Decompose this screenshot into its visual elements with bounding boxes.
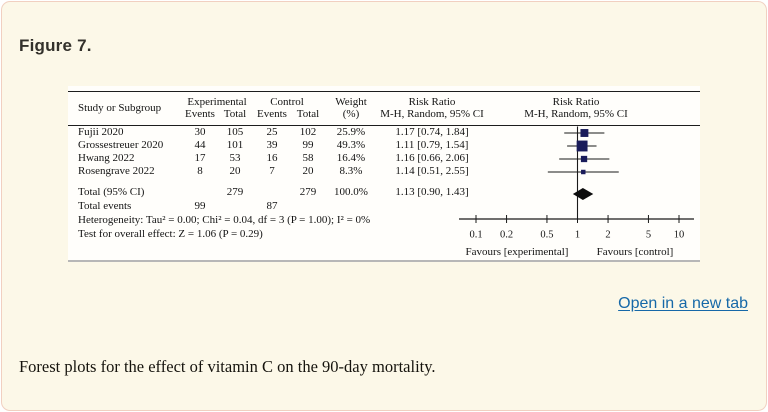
axis-tick-label: 0.5 — [540, 230, 553, 241]
exp-total-cell: 53 — [229, 152, 241, 164]
total-ctrl-total-cell: 279 — [299, 186, 317, 198]
forest-plot-canvas: 0.1 0.2 0.5 1 2 5 10 — [459, 126, 694, 241]
rr-ci-cell: 1.16 [0.66, 2.06] — [395, 152, 469, 164]
effect-square — [576, 140, 588, 152]
axis-tick-label: 10 — [674, 230, 685, 241]
study-name-cell: Grossestreuer 2020 — [78, 139, 164, 151]
ctrl-total-cell: 20 — [302, 165, 314, 177]
open-in-new-tab-link[interactable]: Open in a new tab — [618, 295, 748, 312]
axis-tick-label: 0.2 — [500, 230, 513, 241]
total-row-label: Total (95% CI) — [78, 186, 145, 198]
table-top-rule — [68, 91, 700, 93]
ctrl-total-cell: 102 — [299, 126, 317, 138]
effect-square — [580, 155, 588, 163]
total-events-ctrl-cell: 87 — [266, 200, 278, 212]
ctrl-events-cell: 16 — [266, 152, 278, 164]
weight-cell: 8.3% — [339, 165, 363, 177]
ctrl-events-cell: 39 — [266, 139, 278, 151]
summary-diamond — [572, 188, 594, 200]
rr-ci-cell: 1.11 [0.79, 1.54] — [395, 139, 469, 151]
exp-total-cell: 20 — [229, 165, 241, 177]
exp-events-cell: 17 — [194, 152, 206, 164]
rr-ci-cell: 1.14 [0.51, 2.55] — [395, 165, 469, 177]
col-header-control: Control — [270, 96, 304, 108]
overall-effect-stat: Test for overall effect: Z = 1.06 (P = 0… — [78, 228, 263, 240]
study-name-cell: Rosengrave 2022 — [78, 165, 155, 177]
exp-events-cell: 8 — [197, 165, 203, 177]
study-name-cell: Fujii 2020 — [78, 126, 124, 138]
col-header-weight: Weight — [335, 96, 367, 108]
col-header-study: Study or Subgroup — [78, 102, 162, 114]
col-subheader-ctrl-total: Total — [296, 108, 320, 120]
total-exp-total-cell: 279 — [226, 186, 244, 198]
ctrl-total-cell: 99 — [302, 139, 314, 151]
axis-tick-label: 1 — [575, 230, 580, 241]
col-subheader-ctrl-events: Events — [257, 108, 287, 120]
figure-label: Figure 7. — [19, 36, 92, 55]
exp-total-cell: 105 — [226, 126, 244, 138]
col-header-risk-ratio-plot: Risk Ratio — [552, 96, 600, 108]
ctrl-events-cell: 7 — [269, 165, 275, 177]
effect-square — [581, 169, 586, 175]
col-subheader-method-text: M-H, Random, 95% CI — [380, 108, 484, 120]
figure-caption: Forest plots for the effect of vitamin C… — [19, 357, 436, 376]
total-events-label: Total events — [78, 200, 132, 212]
study-name-cell: Hwang 2022 — [78, 152, 135, 164]
weight-cell: 25.9% — [336, 126, 366, 138]
col-subheader-weight-unit: (%) — [342, 108, 360, 120]
col-header-risk-ratio-text: Risk Ratio — [408, 96, 456, 108]
effect-square — [580, 129, 589, 137]
exp-events-cell: 30 — [194, 126, 206, 138]
exp-total-cell: 101 — [226, 139, 244, 151]
total-weight-cell: 100.0% — [334, 186, 368, 198]
col-header-experimental: Experimental — [187, 96, 247, 108]
favours-control-label: Favours [control] — [596, 246, 674, 258]
rr-ci-cell: 1.17 [0.74, 1.84] — [395, 126, 469, 138]
axis-tick-label: 2 — [605, 230, 610, 241]
total-rr-ci-cell: 1.13 [0.90, 1.43] — [395, 186, 469, 198]
axis-tick-label: 5 — [646, 230, 651, 241]
favours-experimental-label: Favours [experimental] — [465, 246, 569, 258]
forest-plot-figure: Study or Subgroup Experimental Control W… — [68, 86, 700, 262]
axis-tick-label: 0.1 — [469, 230, 482, 241]
total-events-exp-cell: 99 — [194, 200, 206, 212]
ctrl-events-cell: 25 — [266, 126, 278, 138]
ctrl-total-cell: 58 — [302, 152, 314, 164]
col-subheader-method-plot: M-H, Random, 95% CI — [524, 108, 628, 120]
exp-events-cell: 44 — [194, 139, 206, 151]
col-subheader-exp-events: Events — [185, 108, 215, 120]
col-subheader-exp-total: Total — [223, 108, 247, 120]
heterogeneity-stat: Heterogeneity: Tau² = 0.00; Chi² = 0.04,… — [78, 214, 371, 226]
table-header-rule — [68, 125, 700, 127]
weight-cell: 16.4% — [336, 152, 366, 164]
weight-cell: 49.3% — [336, 139, 366, 151]
